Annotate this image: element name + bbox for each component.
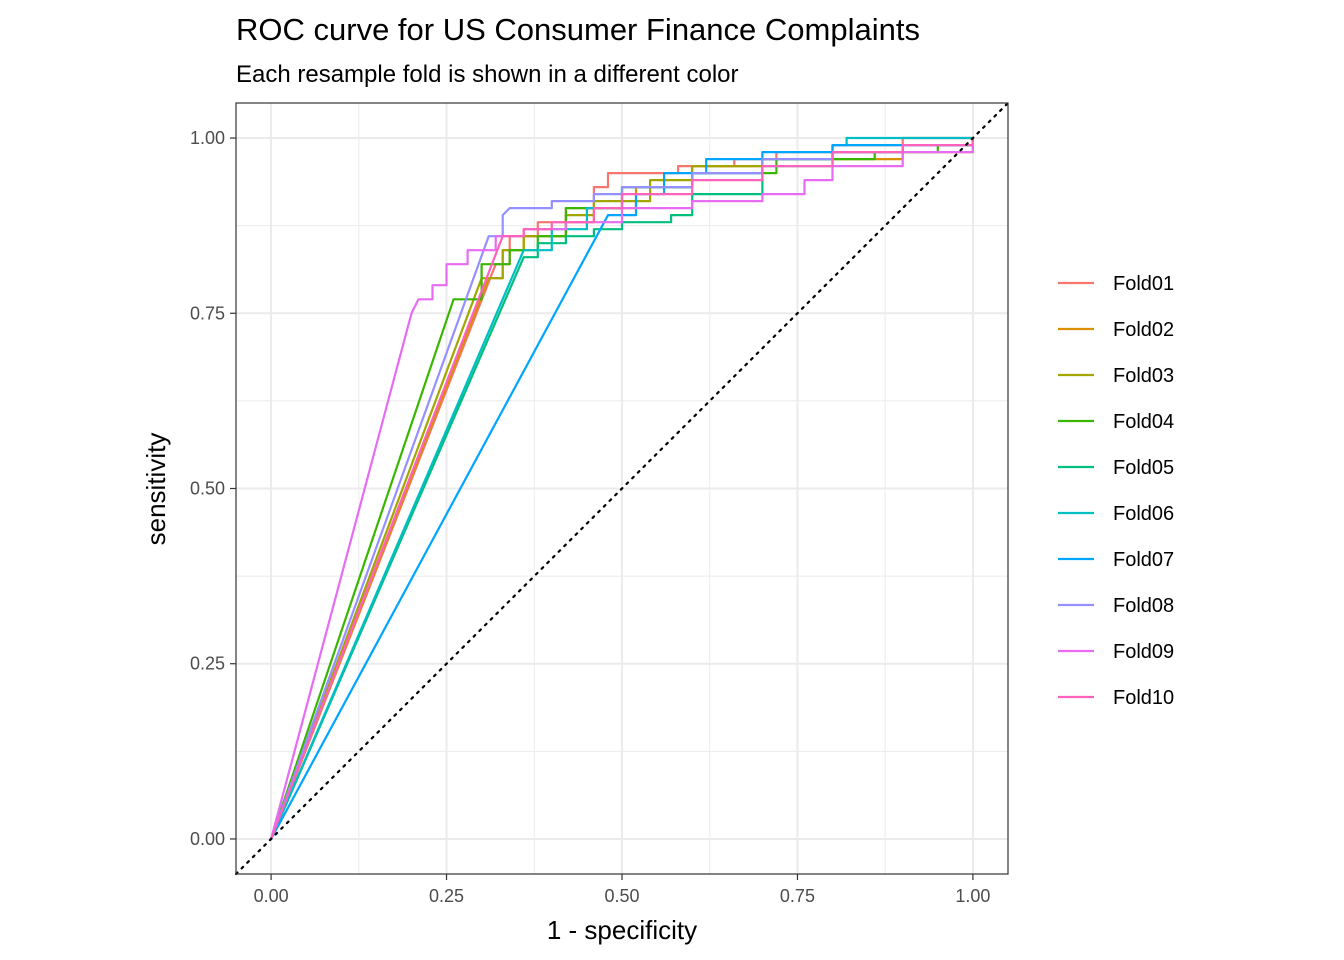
legend: Fold01 Fold02 Fold03 Fold04 Fold05 Fold06 Fold… <box>1058 273 1174 709</box>
legend-label: Fold01 <box>1113 273 1174 295</box>
x-axis-title: 1 - specificity <box>547 915 697 945</box>
legend-item-fold05: Fold05 <box>1058 457 1174 479</box>
legend-label: Fold05 <box>1113 457 1174 479</box>
legend-label: Fold09 <box>1113 641 1174 663</box>
legend-item-fold06: Fold06 <box>1058 503 1174 525</box>
y-tick-label: 0.00 <box>190 829 225 849</box>
legend-item-fold10: Fold10 <box>1058 687 1174 709</box>
y-axis-ticks: 0.00 0.25 0.50 0.75 1.00 <box>190 128 236 849</box>
x-tick-label: 0.25 <box>429 886 464 906</box>
x-tick-label: 1.00 <box>955 886 990 906</box>
legend-item-fold02: Fold02 <box>1058 319 1174 341</box>
plot-panel <box>234 101 1010 876</box>
legend-item-fold03: Fold03 <box>1058 365 1174 387</box>
legend-item-fold09: Fold09 <box>1058 641 1174 663</box>
y-tick-label: 0.25 <box>190 654 225 674</box>
x-tick-label: 0.75 <box>780 886 815 906</box>
series-line-fold10 <box>270 138 974 840</box>
legend-item-fold04: Fold04 <box>1058 411 1174 433</box>
legend-label: Fold08 <box>1113 595 1174 617</box>
legend-label: Fold07 <box>1113 549 1174 571</box>
chart-subtitle: Each resample fold is shown in a differe… <box>236 61 739 88</box>
series-layer <box>270 136 974 840</box>
chart-title: ROC curve for US Consumer Finance Compla… <box>236 12 920 47</box>
x-axis-ticks: 0.00 0.25 0.50 0.75 1.00 <box>254 874 990 906</box>
y-tick-label: 1.00 <box>190 128 225 148</box>
y-axis-title: sensitivity <box>141 433 171 546</box>
legend-label: Fold02 <box>1113 319 1174 341</box>
x-tick-label: 0.50 <box>604 886 639 906</box>
legend-label: Fold10 <box>1113 687 1174 709</box>
reference-diagonal <box>234 101 1010 876</box>
y-tick-label: 0.75 <box>190 303 225 323</box>
legend-label: Fold06 <box>1113 503 1174 525</box>
legend-label: Fold03 <box>1113 365 1174 387</box>
x-tick-label: 0.00 <box>254 886 289 906</box>
legend-item-fold01: Fold01 <box>1058 273 1174 295</box>
legend-label: Fold04 <box>1113 411 1174 433</box>
y-tick-label: 0.50 <box>190 479 225 499</box>
legend-item-fold07: Fold07 <box>1058 549 1174 571</box>
legend-item-fold08: Fold08 <box>1058 595 1174 617</box>
